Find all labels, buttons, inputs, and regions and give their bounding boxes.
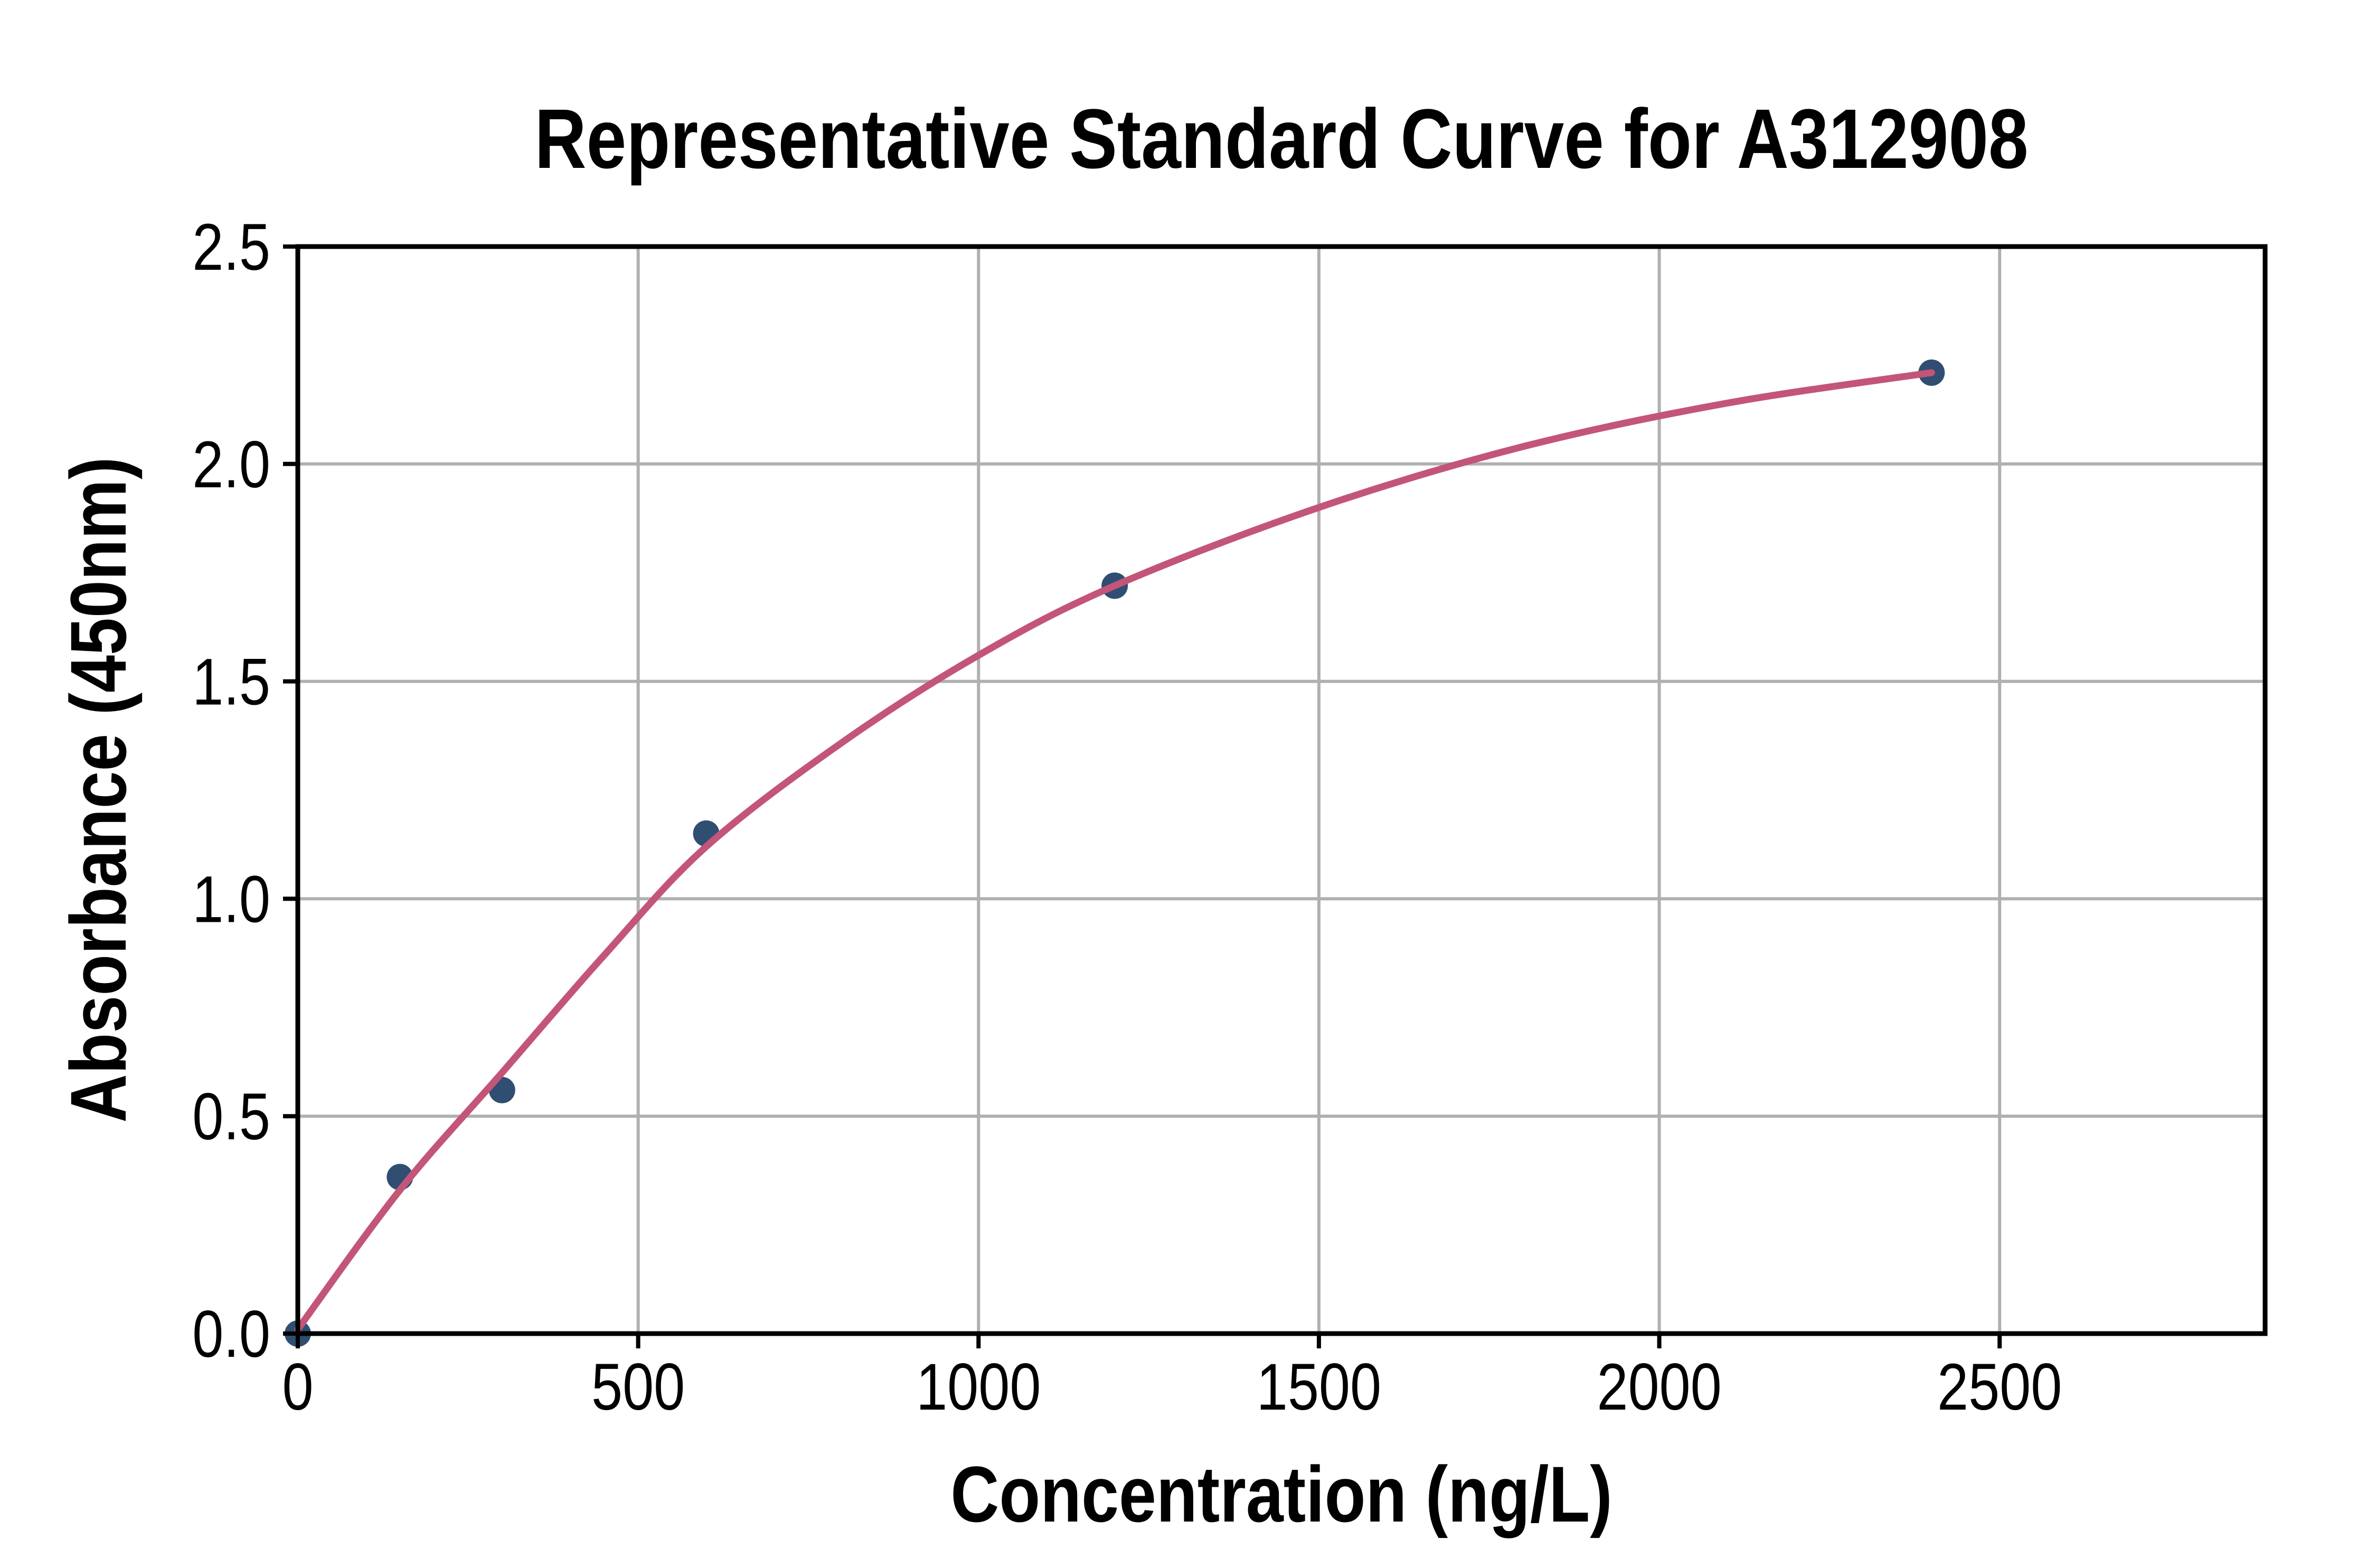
axes-layer (283, 244, 2268, 1348)
grid-layer (296, 245, 2265, 1335)
y-axis-label: Absorbance (450nm) (54, 457, 143, 1122)
y-tick-label: 1.5 (192, 645, 270, 719)
x-tick: 500 (591, 1350, 685, 1424)
x-tick: 0 (282, 1350, 313, 1424)
x-tick-label: 1500 (1257, 1350, 1381, 1424)
x-tick-label: 2500 (1937, 1350, 2062, 1424)
x-tick: 1000 (916, 1350, 1041, 1424)
fit-curve-path (294, 369, 1935, 1333)
y-tick-label: 1.0 (192, 862, 270, 936)
series-layer (285, 359, 1945, 1347)
x-tick-label: 0 (282, 1350, 313, 1424)
y-tick: 1.5 (192, 645, 270, 719)
tick-label-layer: 0 500 1000 1500 2000 2500 0.0 0.5 1.0 1.5 2.0 2.5 (192, 210, 2062, 1424)
y-tick-label: 2.5 (192, 210, 270, 284)
axes-frame (295, 244, 2268, 1336)
x-tick: 2500 (1937, 1350, 2062, 1424)
y-tick: 0.0 (192, 1297, 270, 1371)
y-tick-label: 0.5 (192, 1080, 270, 1154)
x-tick-label: 2000 (1597, 1350, 1721, 1424)
chart-title: Representative Standard Curve for A31290… (534, 92, 2028, 186)
x-tick: 1500 (1257, 1350, 1381, 1424)
y-tick-label: 2.0 (192, 428, 270, 502)
y-tick-label: 0.0 (192, 1297, 270, 1371)
y-tick: 1.0 (192, 862, 270, 936)
x-tick: 2000 (1597, 1350, 1721, 1424)
y-tick: 2.0 (192, 428, 270, 502)
x-axis-label: Concentration (ng/L) (950, 1450, 1612, 1538)
y-tick: 2.5 (192, 210, 270, 284)
x-tick-label: 1000 (916, 1350, 1041, 1424)
y-tick: 0.5 (192, 1080, 270, 1154)
x-tick-label: 500 (591, 1350, 685, 1424)
